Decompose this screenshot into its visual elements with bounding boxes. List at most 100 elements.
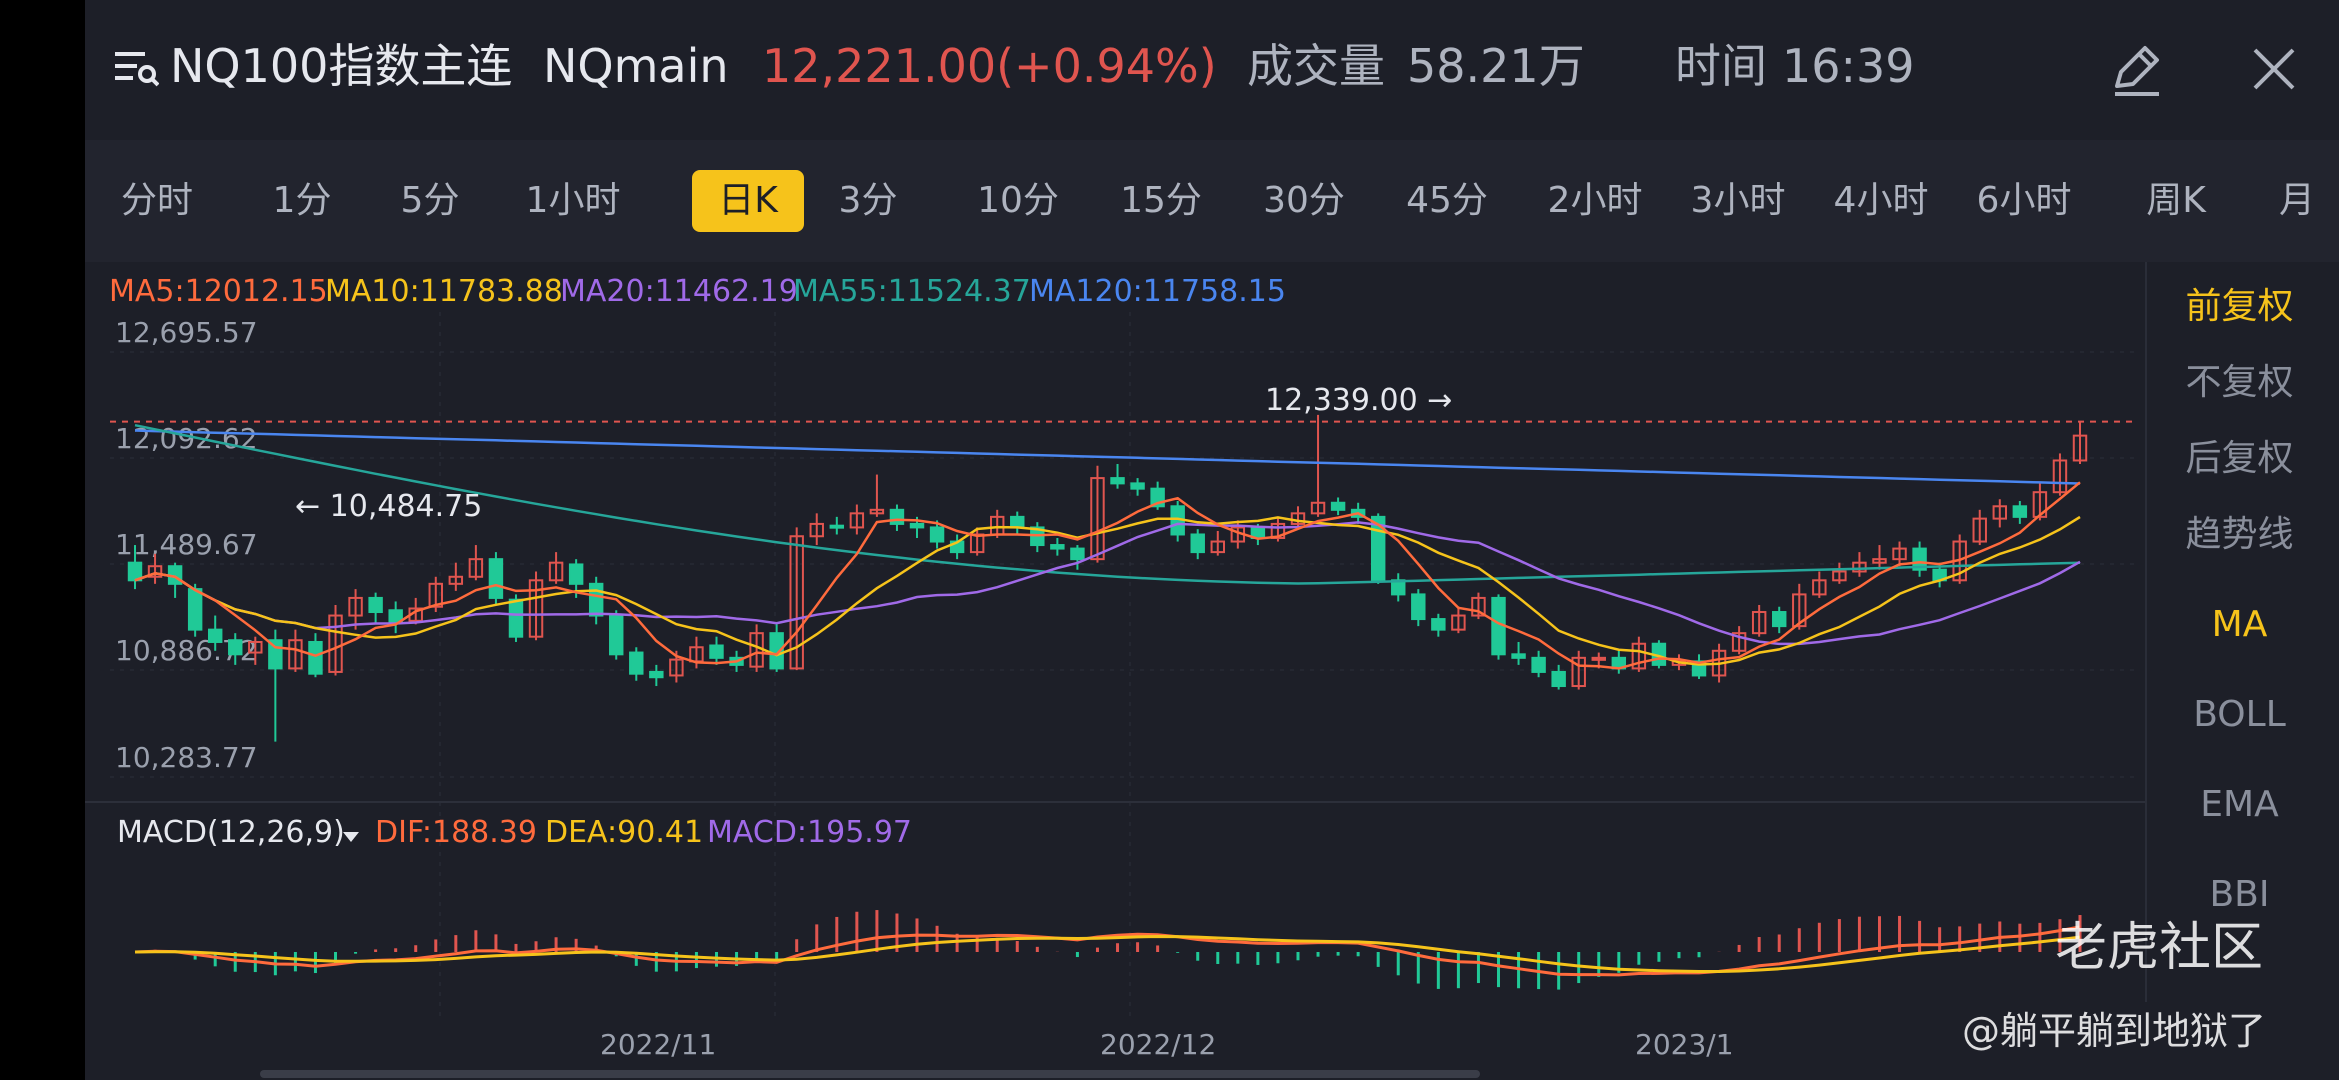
candle-body-0 bbox=[127, 561, 143, 582]
volume-value: 58.21万 bbox=[1407, 39, 1585, 93]
candle-body-40 bbox=[929, 526, 945, 543]
ma5-line bbox=[134, 481, 2081, 670]
candle-body-4 bbox=[207, 628, 223, 643]
candle-body-71 bbox=[1551, 670, 1566, 688]
candle-body-25 bbox=[629, 651, 644, 675]
period-tabs: 分时 1分 5分 1小时 日K 3分 10分 15分 30分 45分 2小时 3小时 4小时 6小时 周K 月 bbox=[85, 140, 2339, 262]
candle-body-20 bbox=[528, 579, 544, 638]
tab-12[interactable]: 4小时 bbox=[1833, 180, 1929, 221]
ma120-readout: MA120:11758.15 bbox=[1029, 274, 1286, 309]
tab-2[interactable]: 5分 bbox=[400, 180, 460, 221]
candle-body-84 bbox=[1812, 579, 1827, 596]
candle-body-89 bbox=[1912, 547, 1927, 571]
candle-body-50 bbox=[1130, 482, 1145, 490]
brand-watermark: 老虎社区 bbox=[2055, 918, 2264, 978]
candle-body-24 bbox=[609, 614, 624, 656]
candle-body-18 bbox=[488, 558, 504, 599]
candle-body-64 bbox=[1411, 593, 1426, 621]
kline-chart[interactable]: 12,695.57 12,092.62 11,489.67 10,886.72 10,2… bbox=[85, 262, 2339, 1080]
candle-body-15 bbox=[428, 582, 443, 608]
side-item-3[interactable]: 趋势线 bbox=[2185, 514, 2294, 555]
ma55-line bbox=[134, 423, 2081, 585]
tab-8[interactable]: 30分 bbox=[1263, 180, 1345, 221]
candle-body-87 bbox=[1872, 558, 1887, 564]
candle-body-59 bbox=[1310, 501, 1326, 515]
side-item-2[interactable]: 后复权 bbox=[2185, 438, 2294, 479]
candle-body-42 bbox=[969, 533, 985, 554]
tab-15[interactable]: 月 bbox=[2278, 180, 2315, 221]
candle-body-32 bbox=[769, 632, 784, 670]
candle-body-94 bbox=[2012, 505, 2028, 518]
candle-body-35 bbox=[829, 524, 845, 529]
macd-dea: DEA:90.41 bbox=[545, 815, 703, 850]
side-item-7[interactable]: BBI bbox=[2209, 874, 2270, 915]
tab-3[interactable]: 1小时 bbox=[525, 180, 621, 221]
tab-14[interactable]: 周K bbox=[2146, 180, 2206, 221]
time-value: 16:39 bbox=[1782, 39, 1915, 93]
edit-icon[interactable] bbox=[2107, 42, 2163, 98]
tab-6[interactable]: 10分 bbox=[977, 180, 1059, 221]
candle-body-83 bbox=[1792, 593, 1807, 628]
candle-body-54 bbox=[1210, 540, 1225, 554]
candle-body-16 bbox=[448, 575, 464, 585]
candle-body-75 bbox=[1631, 642, 1647, 670]
candle-body-49 bbox=[1110, 477, 1125, 485]
candle-body-66 bbox=[1451, 614, 1466, 631]
candle-body-93 bbox=[1992, 505, 2008, 520]
scrollbar-track bbox=[260, 1070, 1480, 1078]
low-annotation: ← 10,484.75 bbox=[295, 489, 482, 524]
tab-13[interactable]: 6小时 bbox=[1976, 180, 2072, 221]
tab-4[interactable]: 日K bbox=[692, 170, 804, 232]
candle-body-88 bbox=[1892, 547, 1907, 561]
candle-body-9 bbox=[308, 640, 323, 675]
candle-body-38 bbox=[889, 508, 905, 525]
candle-body-69 bbox=[1511, 653, 1526, 659]
side-panel: 前复权不复权后复权趋势线 MA BOLL EMA BBI bbox=[2145, 262, 2339, 1002]
dea-line bbox=[134, 934, 2081, 973]
candle-body-62 bbox=[1370, 515, 1386, 582]
ma10-readout: MA10:11783.88 bbox=[325, 274, 563, 309]
candle-body-80 bbox=[1731, 632, 1747, 652]
x-tick-1: 2022/12 bbox=[1100, 1028, 1216, 1061]
high-annotation: 12,339.00 → bbox=[1265, 383, 1452, 418]
candle-body-29 bbox=[709, 644, 724, 659]
instrument-title: NQ100指数主连 bbox=[170, 39, 513, 93]
tab-1[interactable]: 1分 bbox=[272, 180, 332, 221]
tab-10[interactable]: 2小时 bbox=[1547, 180, 1643, 221]
side-item-5[interactable]: BOLL bbox=[2193, 694, 2286, 735]
ma20-readout: MA20:11462.19 bbox=[560, 274, 798, 309]
candle-body-60 bbox=[1330, 501, 1346, 511]
candle-body-72 bbox=[1571, 656, 1586, 688]
candle-body-5 bbox=[228, 639, 243, 656]
ma20-line bbox=[134, 521, 2081, 646]
side-item-1[interactable]: 不复权 bbox=[2185, 362, 2294, 403]
candle-body-85 bbox=[1832, 570, 1847, 582]
candle-body-21 bbox=[548, 561, 564, 582]
tab-7[interactable]: 15分 bbox=[1120, 180, 1202, 221]
candle-body-12 bbox=[368, 596, 383, 614]
candle-body-39 bbox=[909, 522, 925, 529]
side-item-6[interactable]: EMA bbox=[2200, 784, 2279, 825]
candle-body-3 bbox=[187, 588, 203, 631]
tab-9[interactable]: 45分 bbox=[1406, 180, 1488, 221]
candle-body-6 bbox=[248, 640, 263, 654]
side-item-0[interactable]: 前复权 bbox=[2185, 286, 2294, 327]
candle-body-53 bbox=[1190, 533, 1205, 554]
chart-canvas[interactable]: 12,695.5712,092.6211,489.6710,886.7210,2… bbox=[85, 262, 2339, 1080]
candle-body-48 bbox=[1090, 477, 1105, 561]
candle-body-27 bbox=[669, 658, 684, 677]
tab-5[interactable]: 3分 bbox=[838, 180, 898, 221]
side-item-4[interactable]: MA bbox=[2211, 604, 2268, 645]
candle-body-1 bbox=[147, 565, 163, 578]
ma5-readout: MA5:12012.15 bbox=[109, 274, 328, 309]
menu-search-icon[interactable] bbox=[115, 48, 159, 88]
close-icon[interactable] bbox=[2249, 44, 2299, 94]
candle-body-19 bbox=[508, 598, 524, 638]
x-tick-2: 2023/1 bbox=[1635, 1028, 1734, 1061]
tab-0[interactable]: 分时 bbox=[120, 180, 193, 221]
tab-11[interactable]: 3小时 bbox=[1690, 180, 1786, 221]
candle-body-10 bbox=[328, 614, 343, 673]
candle-body-47 bbox=[1070, 547, 1085, 561]
candle-body-23 bbox=[588, 582, 604, 617]
last-price: 12,221.00(+0.94%) bbox=[762, 39, 1217, 93]
